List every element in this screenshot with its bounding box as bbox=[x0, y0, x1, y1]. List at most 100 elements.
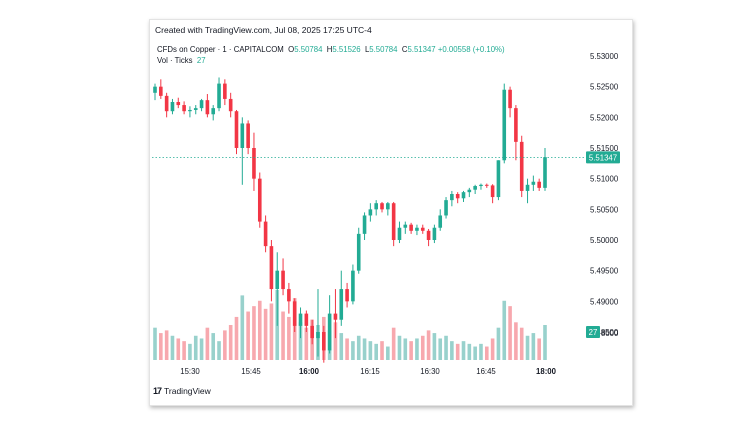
volume-bar bbox=[479, 343, 483, 360]
candle-body bbox=[426, 230, 431, 240]
candle-body bbox=[292, 301, 297, 326]
volume-bar bbox=[263, 308, 268, 360]
volume-bar bbox=[444, 335, 448, 360]
volume-last-badge bbox=[586, 326, 600, 338]
price-axis-label: 5.50500 bbox=[590, 205, 619, 214]
close-label: C bbox=[401, 45, 408, 54]
volume-bar bbox=[502, 300, 507, 360]
symbol-legend: CFDs on Copper · 1 · CAPITALCOM O5.50784… bbox=[157, 45, 505, 54]
candle-body bbox=[205, 100, 210, 115]
volume-bar bbox=[467, 343, 472, 360]
candle-body bbox=[403, 224, 408, 228]
volume-bar bbox=[403, 338, 408, 360]
price-axis-label: 5.49500 bbox=[590, 267, 619, 276]
volume-bar bbox=[380, 341, 384, 360]
candle-body bbox=[164, 95, 169, 112]
volume-bar bbox=[496, 327, 501, 360]
volume-bar bbox=[269, 303, 274, 360]
candle-body bbox=[240, 123, 245, 148]
low-label: L bbox=[364, 45, 370, 54]
volume-bar bbox=[420, 335, 425, 360]
volume-bar bbox=[391, 327, 396, 360]
candle-body bbox=[211, 108, 216, 115]
candle-body bbox=[176, 102, 181, 106]
volume-bar bbox=[386, 346, 390, 360]
volume-bar bbox=[397, 335, 402, 360]
volume-bar bbox=[298, 322, 303, 360]
volume-bar bbox=[304, 327, 309, 360]
volume-bar bbox=[333, 322, 338, 360]
candle-body bbox=[327, 313, 332, 351]
volume-legend: Vol · Ticks 27 bbox=[157, 56, 206, 65]
candle-body bbox=[345, 289, 349, 302]
high-value: 5.51526 bbox=[332, 45, 361, 54]
time-axis-label: 16:15 bbox=[360, 367, 380, 376]
volume-bar bbox=[484, 346, 489, 360]
volume-axis-label: 8000 bbox=[601, 329, 619, 338]
open-value: 5.50784 bbox=[294, 45, 323, 54]
volume-bar bbox=[525, 335, 530, 360]
price-axis-label: 5.52000 bbox=[590, 113, 619, 122]
volume-bar bbox=[281, 311, 285, 360]
time-axis-label: 16:00 bbox=[299, 367, 320, 376]
volume-bar bbox=[252, 306, 256, 360]
volume-bar bbox=[199, 338, 204, 360]
volume-bar bbox=[537, 338, 541, 360]
candle-body bbox=[234, 111, 239, 148]
brand-name: TradingView bbox=[164, 386, 211, 396]
time-axis-label: 15:30 bbox=[180, 367, 200, 376]
last-price-label: 5.51347 bbox=[589, 153, 617, 162]
volume-bar bbox=[508, 306, 512, 360]
candle-body bbox=[170, 102, 175, 112]
candle-body bbox=[304, 313, 309, 326]
candle-body bbox=[153, 86, 157, 93]
candle-body bbox=[368, 209, 373, 216]
volume-label[interactable]: Vol · Ticks bbox=[157, 56, 193, 65]
candle-body bbox=[386, 203, 390, 210]
price-axis-label: 5.52500 bbox=[590, 83, 619, 92]
time-axis-label: 16:45 bbox=[476, 367, 496, 376]
candle-body bbox=[257, 178, 262, 222]
volume-bar bbox=[514, 322, 518, 360]
tradingview-brand: 17 TradingView bbox=[153, 386, 211, 396]
candle-body bbox=[397, 227, 402, 240]
volume-bar bbox=[374, 343, 378, 360]
candle-body bbox=[461, 192, 466, 199]
volume-bar bbox=[543, 325, 547, 360]
created-with-header: Created with TradingView.com, Jul 08, 20… bbox=[155, 25, 372, 35]
candle-body bbox=[374, 203, 378, 210]
candle-body bbox=[252, 148, 256, 179]
volume-bar bbox=[368, 341, 373, 360]
volume-bar bbox=[159, 333, 163, 360]
candle-body bbox=[356, 233, 361, 271]
symbol-name[interactable]: CFDs on Copper · 1 · CAPITALCOM bbox=[157, 45, 284, 54]
volume-bar bbox=[426, 330, 431, 360]
candle-body bbox=[450, 194, 454, 201]
candle-body bbox=[508, 89, 512, 109]
volume-bar bbox=[182, 341, 186, 360]
volume-bar bbox=[362, 338, 367, 360]
high-label: H bbox=[326, 45, 333, 54]
candle-body bbox=[490, 185, 495, 198]
candle-body bbox=[525, 184, 530, 191]
candle-body bbox=[322, 332, 326, 351]
candle-body bbox=[316, 332, 320, 339]
volume-bar bbox=[193, 335, 198, 360]
price-axis-label: 5.51500 bbox=[590, 144, 619, 153]
volume-bar bbox=[415, 338, 419, 360]
volume-bar bbox=[519, 327, 524, 360]
candle-body bbox=[193, 108, 198, 110]
candle-body bbox=[223, 83, 227, 99]
candle-body bbox=[438, 215, 443, 228]
candle-body bbox=[333, 313, 338, 320]
volume-bar bbox=[455, 343, 460, 360]
tradingview-logo-icon: 17 bbox=[153, 386, 162, 396]
candle-body bbox=[287, 289, 291, 302]
volume-bar bbox=[345, 338, 349, 360]
candle-body bbox=[217, 83, 221, 109]
volume-bar bbox=[287, 316, 291, 360]
candle-body bbox=[519, 141, 524, 191]
candle-body bbox=[479, 184, 483, 187]
volume-bar bbox=[211, 333, 216, 360]
